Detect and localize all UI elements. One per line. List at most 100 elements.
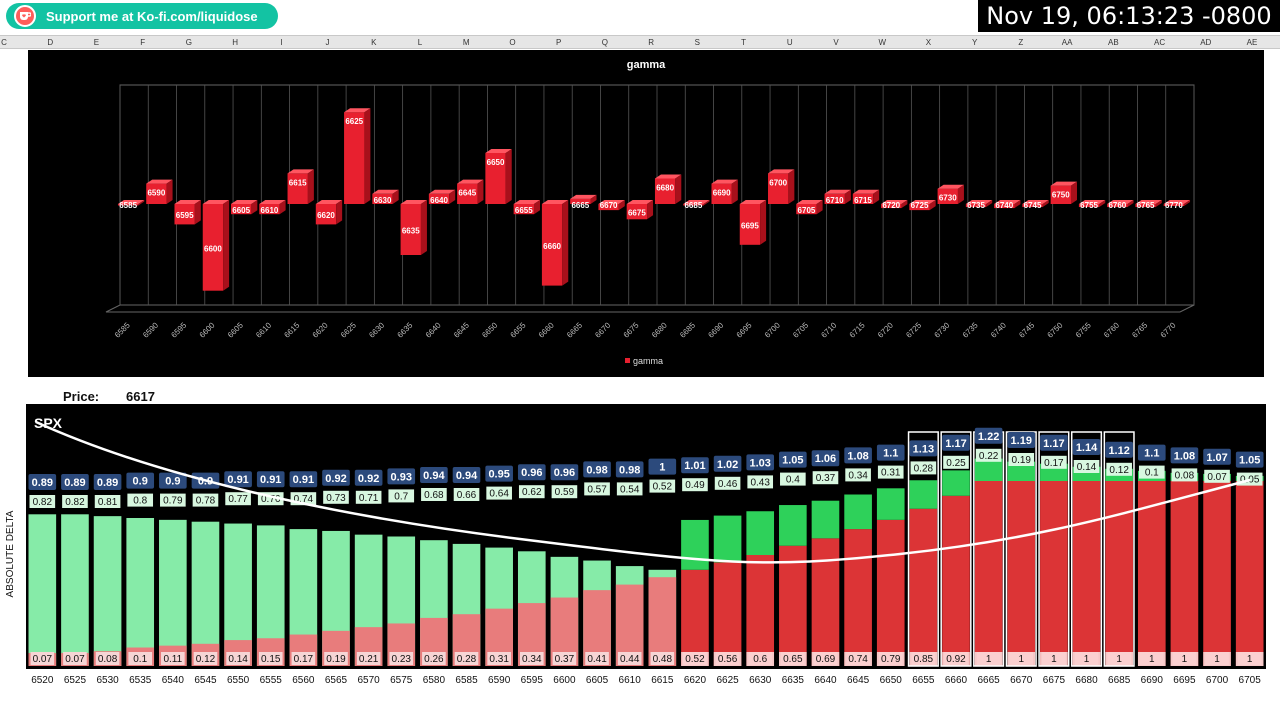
total-badge: [387, 468, 416, 485]
x-tick-label: 6605: [586, 675, 609, 686]
gamma-bar-top: [372, 189, 399, 194]
put-label-box: [617, 652, 642, 665]
delta-bar: [550, 556, 579, 666]
timestamp: Nov 19, 06:13:23 -0800: [978, 0, 1280, 32]
total-badge: [1137, 444, 1166, 461]
put-label-box: [389, 652, 414, 665]
total-label: 0.95: [488, 469, 509, 481]
total-badge: [126, 472, 155, 489]
gamma-bar-front: [428, 193, 450, 204]
x-tick-label: 6600: [553, 675, 576, 686]
gamma-bar-side: [392, 189, 399, 204]
x-tick-label: 6650: [480, 320, 499, 339]
put-delta-segment: [713, 562, 742, 666]
x-tick-label: 6660: [537, 320, 556, 339]
gamma-chart: gamma 6585 6585 6590 6590 6595 6595 6600 6600 660…: [105, 59, 1195, 366]
call-label-bg: [975, 448, 1002, 462]
kofi-banner[interactable]: Support me at Ko-fi.com/liquidose: [6, 3, 278, 29]
put-delta-label: 0.14: [228, 654, 248, 665]
call-label-bg: [812, 471, 839, 485]
put-delta-label: 0.26: [424, 654, 444, 665]
total-badge: [159, 472, 187, 489]
gamma-bar: [457, 179, 484, 204]
x-tick-label: 6640: [814, 675, 837, 686]
put-delta-label: 0.1: [133, 654, 147, 665]
delta-bar: [648, 569, 677, 666]
put-label-box: [846, 652, 870, 665]
column-letter: AB: [1107, 38, 1119, 47]
put-delta-label: 0.21: [359, 654, 379, 665]
call-label-bg: [1171, 468, 1198, 482]
total-badge: [909, 440, 938, 457]
total-label: 1: [659, 462, 665, 474]
spx-annotation: SPX: [34, 415, 63, 431]
put-delta-segment: [811, 538, 840, 666]
column-letter: E: [93, 38, 100, 47]
delta-bar: [517, 551, 546, 666]
gamma-bar-side: [194, 200, 201, 225]
gamma-data-label: 6640: [430, 196, 448, 205]
put-delta-label: 1: [1182, 654, 1188, 665]
x-tick-label: 6615: [282, 320, 301, 339]
total-label: 1.1: [883, 448, 898, 460]
legend-swatch: [625, 358, 630, 363]
call-delta-label: 0.4: [786, 475, 800, 486]
total-label: 1.1: [1144, 448, 1159, 460]
x-tick-label: 6740: [989, 320, 1008, 339]
gamma-data-label: 6595: [176, 211, 194, 220]
call-delta-label: 0.08: [1175, 470, 1195, 481]
gamma-bar-side: [364, 108, 371, 204]
gamma-data-label: 6690: [713, 189, 731, 198]
gamma-bar-front: [541, 204, 563, 286]
put-delta-label: 0.08: [98, 654, 118, 665]
gamma-bar-front: [965, 204, 987, 208]
put-label-box: [1139, 652, 1164, 665]
total-badge: [28, 474, 57, 490]
gamma-bar-side: [307, 169, 314, 204]
column-letter: W: [878, 38, 886, 47]
column-letter: P: [555, 38, 562, 47]
gamma-bar-top: [796, 200, 823, 204]
gamma-bar: [202, 200, 230, 291]
call-delta-label: 0.54: [620, 484, 640, 495]
call-delta-label: 0.31: [881, 468, 901, 479]
total-badge: [1007, 432, 1036, 448]
call-delta-label: 0.78: [196, 496, 216, 507]
gamma-bar-side: [957, 184, 964, 204]
total-label: 0.96: [554, 467, 575, 479]
total-label: 1.17: [1043, 438, 1064, 450]
total-label: 0.89: [64, 477, 85, 489]
call-delta-label: 0.76: [261, 494, 281, 505]
put-label-box: [324, 652, 348, 665]
put-delta-label: 1: [986, 654, 992, 665]
gamma-bar-top: [1050, 181, 1077, 186]
total-label: 0.89: [97, 477, 118, 489]
x-tick-label: 6590: [488, 675, 511, 686]
put-label-box: [1074, 652, 1099, 665]
gamma-bar: [824, 189, 851, 204]
gamma-bar-side: [929, 200, 936, 211]
gamma-bar-side: [1155, 200, 1162, 208]
gamma-bar-top: [570, 194, 597, 199]
put-delta-label: 1: [1018, 654, 1024, 665]
total-badge: [779, 451, 807, 468]
put-delta-label: 0.37: [555, 654, 575, 665]
gamma-bar: [598, 200, 625, 211]
gamma-bar-top: [654, 174, 682, 179]
call-delta-label: 0.8: [133, 496, 147, 507]
put-delta-label: 0.79: [881, 654, 901, 665]
put-delta-segment: [844, 529, 872, 666]
put-label-box: [715, 652, 740, 665]
gamma-data-label: 6715: [854, 196, 872, 205]
x-tick-label: 6700: [1206, 675, 1229, 686]
gamma-bar: [1022, 200, 1049, 208]
total-label: 1.05: [782, 455, 803, 467]
gamma-data-label: 6655: [515, 206, 533, 215]
call-delta-label: 0.07: [1207, 472, 1227, 483]
put-delta-segment: [1105, 481, 1133, 666]
gamma-bar: [796, 200, 823, 215]
gamma-data-label: 6660: [543, 242, 561, 251]
gamma-bar-top: [513, 200, 540, 204]
column-letter: H: [232, 38, 238, 47]
x-tick-label: 6770: [1159, 320, 1178, 339]
